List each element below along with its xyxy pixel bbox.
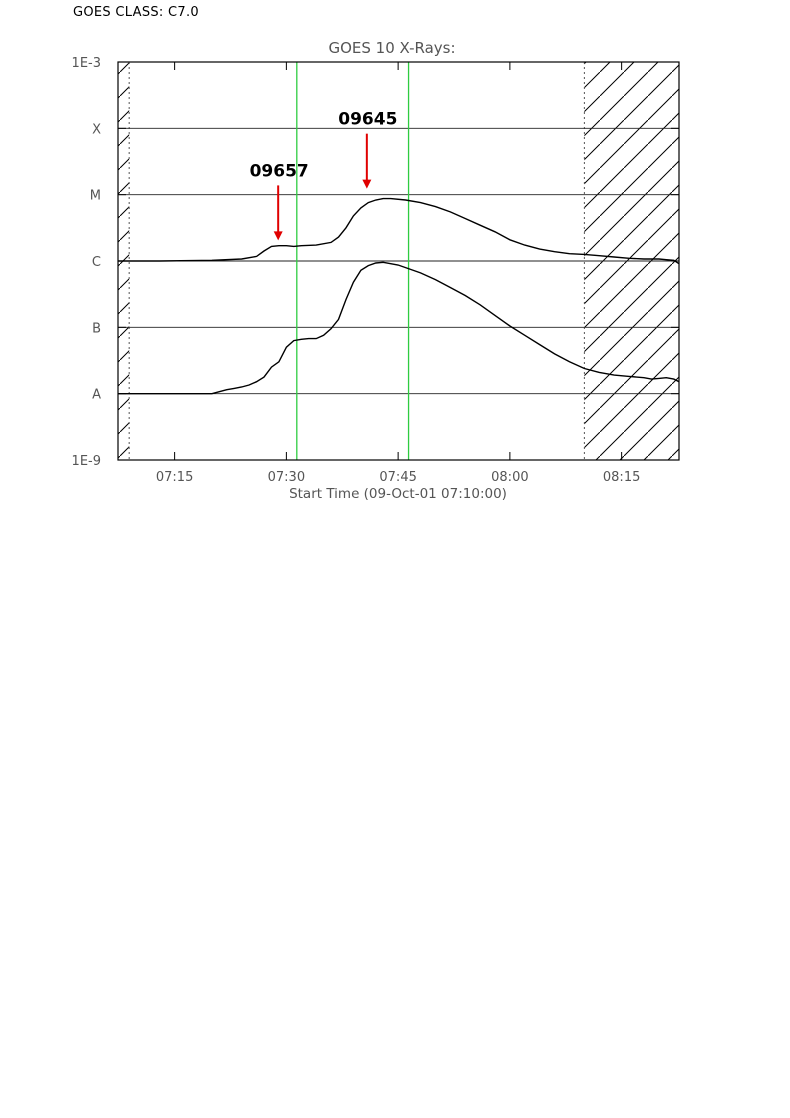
x-tick-label: 08:15 [603,470,640,485]
y-tick-label: 1E-3 [72,56,101,71]
x-tick-label: 08:00 [491,470,528,485]
goes-xray-chart: GOES 10 X-Rays: Start Time (09-Oct-01 07… [72,39,680,502]
y-tick-label: 1E-9 [72,454,101,469]
y-tick-label: C [92,255,101,270]
annotation-arrow-head [362,179,372,189]
x-tick-label: 07:30 [268,470,305,485]
x-tick-label: 07:45 [379,470,416,485]
y-tick-label: B [92,321,101,336]
annotation-arrow-head [273,231,283,241]
goes-class-label: GOES CLASS: C7.0 [73,5,199,20]
y-tick-label: M [90,189,101,204]
series-line-0 [118,197,679,265]
x-axis-label: Start Time (09-Oct-01 07:10:00) [289,486,507,502]
chart-title: GOES 10 X-Rays: [328,39,455,57]
y-tick-label: X [92,122,101,137]
y-tick-label: A [92,388,101,403]
annotation-label: 09645 [338,110,397,130]
series-line-1 [118,261,679,395]
annotation-label: 09657 [250,161,309,181]
x-tick-label: 07:15 [156,470,193,485]
